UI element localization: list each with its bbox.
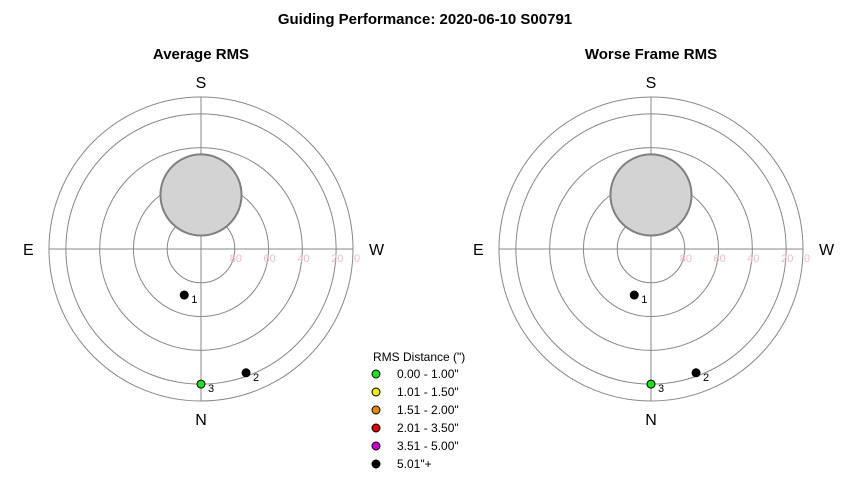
- legend-entry-label: 1.01 - 1.50": [397, 385, 459, 399]
- data-point: [629, 290, 639, 300]
- altitude-tick-label: 40: [297, 253, 309, 265]
- data-point-label: 3: [208, 383, 214, 395]
- legend-entry-label: 0.00 - 1.00": [397, 367, 459, 381]
- legend-marker: [371, 369, 381, 379]
- legend-title: RMS Distance ("): [373, 350, 465, 364]
- legend-entry-label: 5.01"+: [397, 457, 432, 471]
- data-point: [179, 290, 189, 300]
- direction-label-west: W: [369, 242, 385, 259]
- data-point-label: 1: [641, 294, 647, 306]
- obscured-region: [609, 153, 693, 237]
- data-point-label: 2: [253, 372, 259, 384]
- legend-entry-label: 3.51 - 5.00": [397, 439, 459, 453]
- altitude-tick-label: 0: [354, 253, 360, 265]
- polar-chart-2: Worse Frame RMS S N E W 80 60 40 20 0 1 2 3: [473, 46, 835, 429]
- data-point: [691, 368, 701, 378]
- figure-title: Guiding Performance: 2020-06-10 S00791: [278, 11, 572, 28]
- altitude-tick-label: 80: [230, 253, 242, 265]
- direction-label-south: S: [196, 75, 207, 92]
- altitude-tick-label: 80: [680, 253, 692, 265]
- data-point-label: 2: [703, 372, 709, 384]
- chart-subtitle: Worse Frame RMS: [585, 46, 717, 63]
- data-point: [646, 379, 656, 389]
- legend-entry-label: 2.01 - 3.50": [397, 421, 459, 435]
- obscured-region: [159, 153, 243, 237]
- legend-marker: [371, 387, 381, 397]
- direction-label-north: N: [195, 412, 207, 429]
- data-point: [196, 379, 206, 389]
- legend: RMS Distance (") 0.00 - 1.00" 1.01 - 1.50"…: [371, 350, 465, 471]
- direction-label-north: N: [645, 412, 657, 429]
- data-point-label: 3: [658, 383, 664, 395]
- legend-entry-label: 1.51 - 2.00": [397, 403, 459, 417]
- polar-chart-1: Average RMS S N E W 80 60 40 20 0 1 2 3: [23, 46, 385, 429]
- legend-marker: [371, 405, 381, 415]
- altitude-tick-label: 40: [747, 253, 759, 265]
- altitude-tick-label: 60: [714, 253, 726, 265]
- data-point: [241, 368, 251, 378]
- direction-label-east: E: [23, 242, 34, 259]
- legend-marker: [371, 423, 381, 433]
- direction-label-south: S: [646, 75, 657, 92]
- legend-marker: [371, 459, 381, 469]
- altitude-tick-label: 20: [781, 253, 793, 265]
- altitude-tick-label: 60: [264, 253, 276, 265]
- legend-marker: [371, 441, 381, 451]
- altitude-tick-label: 0: [804, 253, 810, 265]
- direction-label-west: W: [819, 242, 835, 259]
- altitude-tick-label: 20: [331, 253, 343, 265]
- chart-subtitle: Average RMS: [153, 46, 249, 63]
- data-point-label: 1: [191, 294, 197, 306]
- direction-label-east: E: [473, 242, 484, 259]
